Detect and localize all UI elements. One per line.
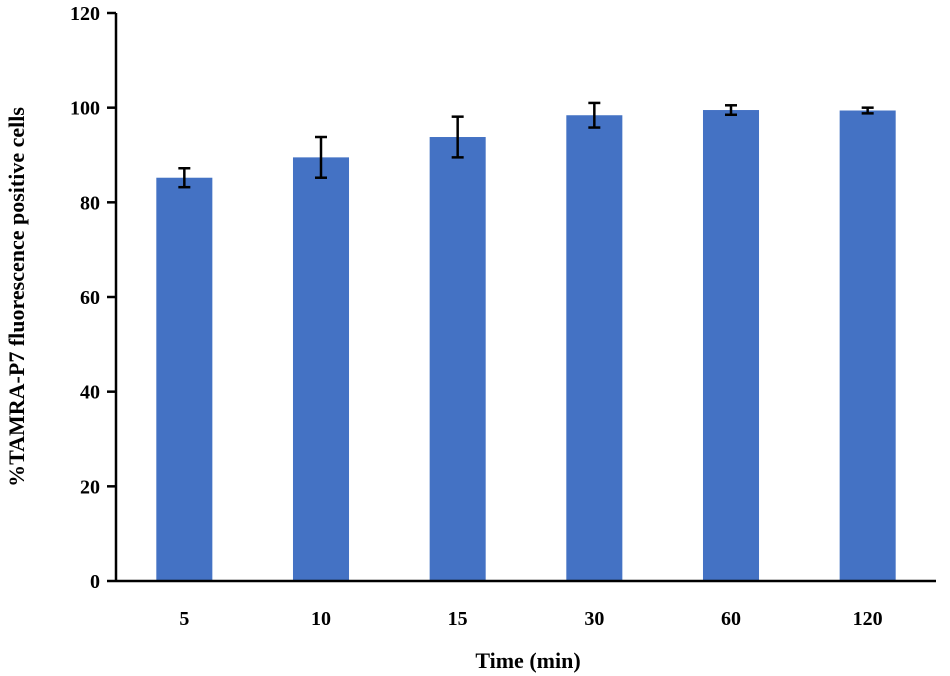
y-tick-label: 120 (70, 3, 100, 25)
error-bar (588, 101, 601, 129)
y-tick-label: 40 (80, 382, 100, 404)
x-tick-label: 5 (179, 608, 189, 630)
error-bar (725, 104, 737, 117)
x-axis-ticks: 5 10 15 30 60 120 (179, 608, 882, 630)
y-tick-label: 80 (80, 192, 100, 214)
error-bar (451, 115, 464, 159)
y-axis-title: %TAMRA-P7 fluorescence positive cells (4, 107, 29, 487)
x-tick-label: 10 (311, 608, 331, 630)
y-tick-label: 100 (70, 98, 100, 120)
x-axis-title: Time (min) (475, 648, 580, 673)
bar (429, 137, 486, 581)
x-tick-label: 60 (721, 608, 741, 630)
error-bar (861, 106, 874, 115)
x-tick-label: 120 (853, 608, 883, 630)
error-bar (315, 135, 327, 179)
error-bar (178, 167, 191, 189)
bars (156, 110, 896, 582)
y-axis-ticks: 0 20 40 60 80 100 120 (70, 3, 116, 593)
y-tick-label: 0 (90, 571, 100, 593)
bar (292, 157, 350, 581)
x-tick-label: 15 (448, 608, 468, 630)
bar (566, 115, 623, 582)
bar (156, 177, 213, 581)
bar (702, 110, 760, 582)
error-bars (178, 101, 874, 189)
y-tick-label: 20 (80, 476, 100, 498)
y-tick-label: 60 (80, 287, 100, 309)
bar (839, 110, 896, 582)
x-tick-label: 30 (584, 608, 604, 630)
